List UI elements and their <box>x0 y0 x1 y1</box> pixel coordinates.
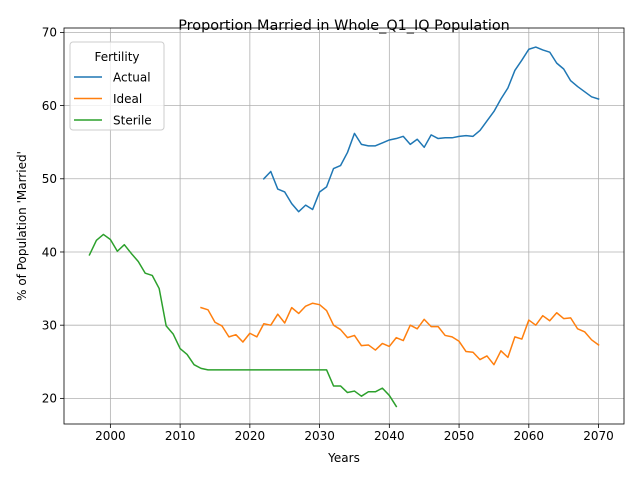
x-tick-label: 2030 <box>304 429 335 443</box>
x-axis-ticks: 2000 2010 2020 2030 2040 2050 2060 2070 <box>95 424 614 443</box>
legend: Fertility Actual Ideal Sterile <box>69 41 165 131</box>
y-axis-label: % of Population 'Married' <box>15 151 29 301</box>
x-axis-label: Years <box>327 451 360 465</box>
x-tick-label: 2010 <box>165 429 196 443</box>
x-tick-label: 2040 <box>374 429 405 443</box>
legend-label-sterile: Sterile <box>113 113 152 127</box>
y-tick-label: 30 <box>42 318 57 332</box>
x-tick-label: 2060 <box>514 429 545 443</box>
x-tick-label: 2000 <box>95 429 126 443</box>
series-line-ideal <box>200 302 600 366</box>
x-tick-label: 2050 <box>444 429 475 443</box>
y-tick-label: 60 <box>42 99 57 113</box>
plot-area-frame <box>63 27 625 425</box>
x-tick-label: 2070 <box>583 429 614 443</box>
series-line-sterile <box>88 233 398 408</box>
chart-title: Proportion Married in Whole_Q1_IQ Popula… <box>178 18 510 34</box>
x-tick-label: 2020 <box>235 429 266 443</box>
series-line-actual <box>262 46 600 213</box>
legend-label-actual: Actual <box>113 70 151 84</box>
series-lines <box>88 46 600 408</box>
y-tick-label: 20 <box>42 392 57 406</box>
legend-title: Fertility <box>94 50 139 64</box>
y-tick-label: 50 <box>42 172 57 186</box>
y-tick-label: 70 <box>42 26 57 40</box>
legend-label-ideal: Ideal <box>113 92 142 106</box>
y-tick-label: 40 <box>42 245 57 259</box>
y-axis-ticks: 20 30 40 50 60 70 <box>42 26 64 406</box>
legend-box <box>69 41 165 131</box>
grid-lines <box>64 28 624 424</box>
